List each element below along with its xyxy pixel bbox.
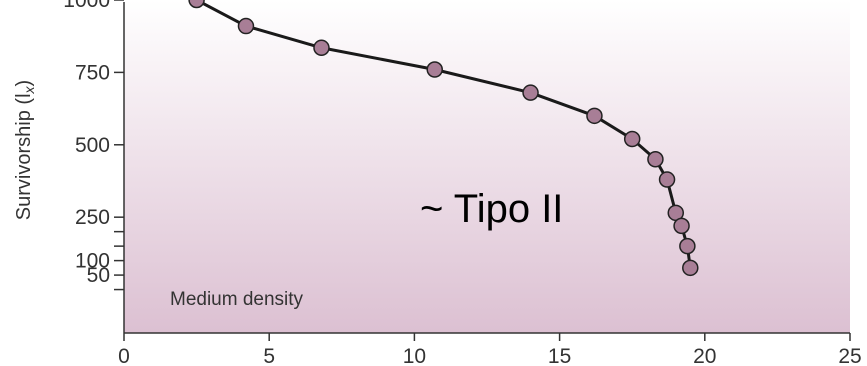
data-point-marker (426, 61, 443, 78)
y-axis-label: Survivorship (lx) (13, 80, 37, 220)
plot-background (124, 0, 850, 333)
x-tick-label: 10 (403, 345, 426, 366)
y-axis-label-subscript: x (21, 85, 37, 94)
x-tick-label: 0 (118, 345, 130, 366)
x-tick-label: 5 (263, 345, 275, 366)
axes (123, 2, 850, 334)
y-tick-label: 500 (75, 134, 110, 157)
x-tick-label: 15 (548, 345, 571, 366)
y-tick-label: 1000 (63, 0, 110, 12)
y-tick-label: 750 (75, 61, 110, 84)
y-tick-label: 50 (87, 264, 110, 287)
data-point-marker (679, 237, 696, 255)
data-point-marker (647, 151, 664, 168)
y-tick-label: 250 (75, 206, 110, 229)
data-point-marker (682, 259, 699, 277)
data-point-marker (586, 107, 603, 125)
data-point-marker (237, 17, 255, 35)
y-axis-label-close: ) (13, 80, 35, 87)
x-axis-ticks: 0 5 10 15 20 25 (118, 333, 862, 366)
y-axis-label-main: Survivorship (l (13, 93, 35, 220)
data-point-marker (673, 217, 690, 235)
overlay-label: ~ Tipo II (420, 187, 563, 231)
data-point-marker (313, 39, 330, 57)
x-tick-label: 25 (838, 345, 861, 366)
series-group (188, 0, 699, 277)
data-point-marker (623, 130, 641, 148)
x-tick-label: 20 (693, 345, 716, 366)
data-point-marker (188, 0, 205, 9)
y-tick-label: 100 (75, 250, 110, 273)
density-annotation: Medium density (170, 289, 304, 310)
data-point-marker (658, 171, 676, 188)
data-point-marker (522, 84, 539, 101)
